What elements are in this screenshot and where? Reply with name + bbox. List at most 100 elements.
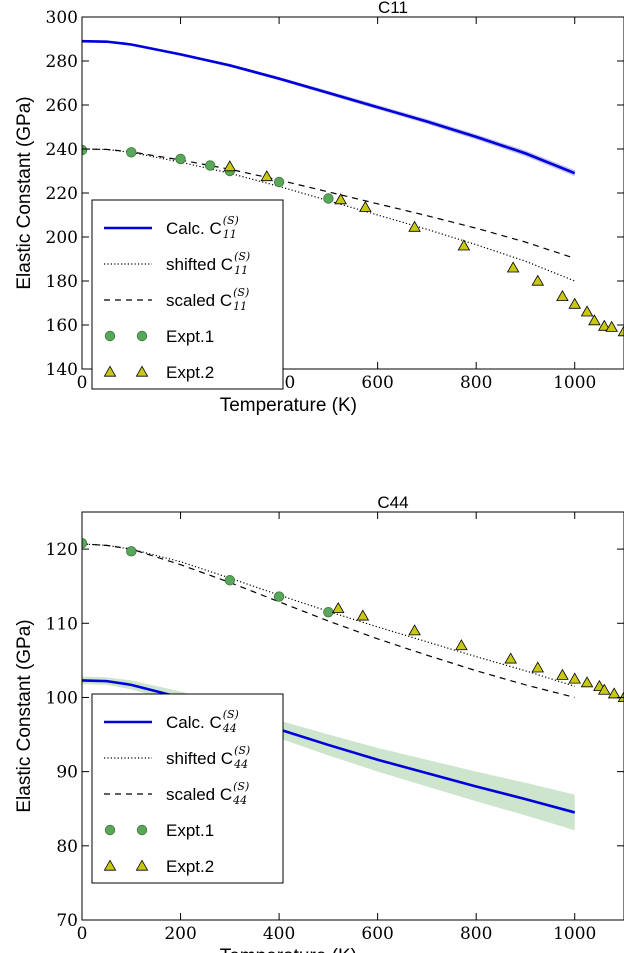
y-tick-label: 260 <box>46 96 78 116</box>
uncertainty-band <box>82 676 575 831</box>
legend-label-sub: 44 <box>222 722 237 735</box>
y-tick-label: 80 <box>56 837 78 857</box>
series-line-calc <box>82 39 576 175</box>
legend-label: Expt.2 <box>166 857 214 876</box>
marker-expt2 <box>568 672 582 684</box>
legend-label-sup: (S) <box>234 744 250 757</box>
legend-swatch-marker <box>104 824 116 836</box>
marker-expt2 <box>580 305 594 317</box>
uncertainty-band <box>82 40 575 177</box>
legend-entry-expt2: Expt.2 <box>103 363 214 382</box>
x-tick-label: 800 <box>460 373 492 393</box>
marker-expt2 <box>331 602 345 614</box>
marker-expt2 <box>605 320 618 332</box>
y-tick-label: 110 <box>46 614 78 634</box>
legend-label-sub: 44 <box>233 758 248 771</box>
x-tick-label: 200 <box>164 924 196 944</box>
legend-label: shifted C <box>166 749 233 768</box>
marker-expt1 <box>273 176 285 188</box>
y-tick-label: 200 <box>46 228 78 248</box>
marker-expt2 <box>556 289 569 302</box>
marker-expt2 <box>455 639 468 651</box>
legend-label: shifted C <box>166 255 233 274</box>
marker-expt1 <box>323 193 334 204</box>
legend-label: Expt.1 <box>166 327 214 346</box>
marker-expt2 <box>617 691 624 703</box>
chart-title: C44 <box>377 493 408 512</box>
legend-label-sub: 11 <box>233 300 247 313</box>
x-tick-label: 0 <box>77 924 88 944</box>
legend-entry-expt1: Expt.1 <box>104 327 214 346</box>
legend-label-sup: (S) <box>234 250 250 263</box>
marker-expt2 <box>556 668 569 680</box>
axes-frame <box>81 511 624 921</box>
chart-title: C11 <box>378 0 408 17</box>
series-line-calc <box>82 679 576 814</box>
y-tick-label: 280 <box>46 52 78 72</box>
legend-entry-calc: Calc. C (S)11 <box>104 214 239 241</box>
legend-entry-scaled: scaled C (S)11 <box>104 286 249 313</box>
marker-expt2 <box>408 220 421 232</box>
x-tick-label: 600 <box>361 924 393 944</box>
marker-expt2 <box>408 624 421 636</box>
y-tick-label: 220 <box>46 184 78 204</box>
y-axis-label: Elastic Constant (GPa) <box>14 619 35 812</box>
y-tick-label: 90 <box>56 763 78 783</box>
chart-panel-c11: 0200400600800100014016018020022024026028… <box>14 0 624 416</box>
y-tick-label: 70 <box>56 911 78 931</box>
marker-expt2 <box>334 193 347 205</box>
y-tick-label: 160 <box>46 316 78 336</box>
marker-expt2 <box>223 160 237 172</box>
legend-swatch-marker <box>103 859 117 871</box>
marker-expt2 <box>359 200 372 212</box>
marker-expt2 <box>506 261 520 273</box>
marker-expt2 <box>356 609 370 621</box>
x-tick-label: 1000 <box>553 924 596 944</box>
marker-expt1 <box>323 606 334 618</box>
marker-expt2 <box>607 687 621 699</box>
y-tick-label: 180 <box>46 272 78 292</box>
legend-label-sub: 11 <box>234 264 248 277</box>
legend-swatch-marker <box>104 330 116 342</box>
marker-expt2 <box>588 314 601 326</box>
legend-label-sub: 11 <box>223 228 237 241</box>
legend-box <box>91 693 284 884</box>
legend-swatch-marker <box>135 859 149 871</box>
marker-expt2 <box>598 319 611 331</box>
legend-label-sup: (S) <box>223 708 239 721</box>
marker-expt2 <box>260 170 274 182</box>
marker-expt2 <box>504 652 517 664</box>
marker-expt1 <box>204 160 216 171</box>
legend-swatch-marker <box>103 365 117 377</box>
legend-label: Calc. C <box>166 219 222 238</box>
legend-label-sup: (S) <box>233 286 249 299</box>
legend-label-sup: (S) <box>233 780 249 793</box>
legend-swatch-marker <box>136 824 148 836</box>
legend-label: scaled C <box>166 785 232 804</box>
legend-label: Calc. C <box>166 713 222 732</box>
y-tick-label: 120 <box>46 540 78 560</box>
legend-box <box>91 199 284 390</box>
chart-panel-c44: 0 200 400 600 800 1000 70 80 90 100 110 120 C44 Tempe… <box>14 493 624 953</box>
x-tick-label: 0 <box>77 373 88 393</box>
marker-expt2 <box>598 683 611 695</box>
legend-label-sup: (S) <box>223 214 239 227</box>
marker-expt2 <box>531 274 545 286</box>
marker-expt1 <box>82 144 88 156</box>
legend-label: scaled C <box>166 291 232 310</box>
plot-area <box>82 39 624 337</box>
legend-label: Expt.2 <box>166 363 214 382</box>
marker-expt1 <box>175 153 186 165</box>
marker-expt1 <box>126 546 137 557</box>
marker-expt1 <box>224 575 236 586</box>
legend-label: Expt.1 <box>166 821 214 840</box>
y-tick-label: 300 <box>46 8 78 28</box>
legend-label-sub: 44 <box>232 794 247 807</box>
y-axis-label: Elastic Constant (GPa) <box>14 96 35 289</box>
x-axis-label: Temperature (K) <box>220 946 357 953</box>
x-tick-label: 800 <box>460 924 492 944</box>
marker-expt2 <box>457 239 471 251</box>
